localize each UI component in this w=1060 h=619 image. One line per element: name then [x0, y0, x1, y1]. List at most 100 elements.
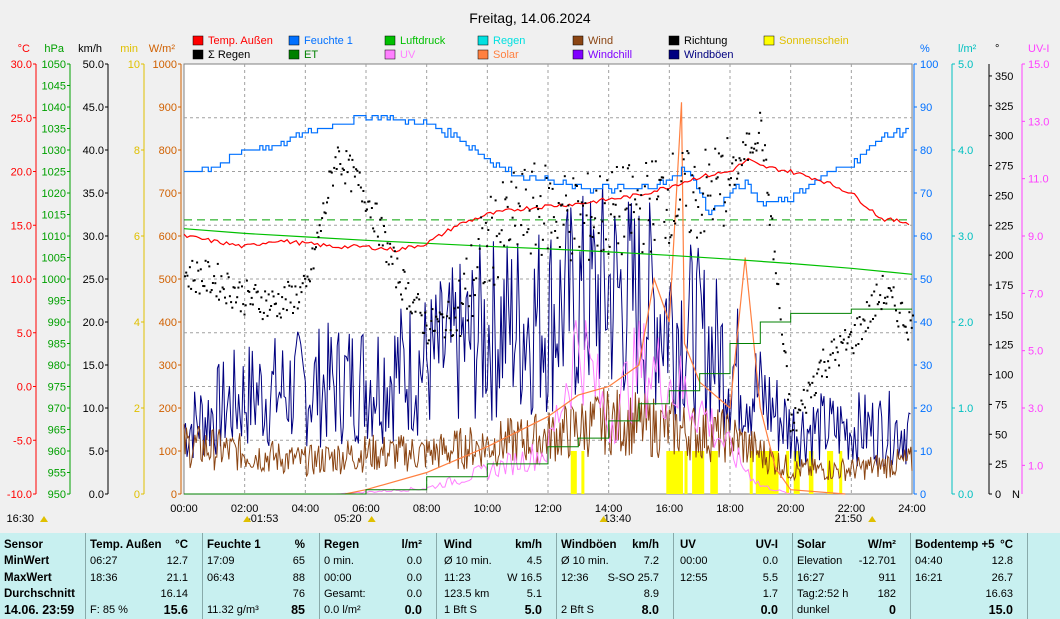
direction-dot [723, 201, 726, 204]
direction-dot [785, 365, 788, 368]
stats-current-row: dunkel 0 [793, 602, 910, 618]
stats-value-row: Ø 10 min. 4.5 [440, 553, 556, 569]
stats-value-row: 0 min. 0.0 [320, 553, 436, 569]
direction-dot [630, 231, 633, 234]
stats-time: Elevation [797, 555, 843, 567]
direction-dot [799, 409, 802, 412]
direction-dot [697, 206, 700, 208]
direction-tick-label: 125 [995, 340, 1013, 352]
direction-dot [548, 187, 550, 189]
stats-value: -12.701 [858, 555, 896, 567]
direction-dot [328, 170, 331, 173]
sun-marker-icon [243, 516, 252, 522]
stats-date: 14.06. 23:59 [4, 603, 75, 617]
direction-dot [891, 296, 894, 299]
direction-dot [734, 159, 737, 162]
direction-dot [307, 278, 310, 281]
legend-swatch [384, 49, 396, 60]
stats-current-note: 2 Bft S [561, 604, 595, 616]
direction-dot [305, 285, 308, 288]
direction-dot [515, 186, 518, 189]
stats-title: Solar [797, 539, 826, 551]
uv-tick-label: 3.0 [1028, 403, 1043, 415]
direction-dot [278, 312, 281, 315]
direction-dot [770, 215, 772, 218]
stats-header-row: Regen l/m² [320, 537, 436, 553]
direction-dot [442, 316, 445, 319]
solar-tick-label: 1000 [153, 59, 177, 71]
direction-dot [845, 348, 848, 351]
wind-tick-label: 5.0 [89, 446, 104, 458]
direction-dot [584, 202, 587, 205]
direction-dot [281, 296, 284, 299]
direction-dot [527, 228, 530, 231]
direction-dot [606, 179, 609, 182]
direction-dot [380, 216, 383, 219]
direction-dot [844, 329, 847, 332]
direction-dot [224, 296, 226, 299]
temp-tick-label: 30.0 [11, 59, 32, 71]
humidity-axis-unit: % [920, 43, 930, 55]
legend-swatch [668, 49, 680, 60]
direction-dot [279, 316, 282, 319]
direction-dot [625, 207, 628, 210]
legend-swatch [763, 35, 775, 46]
direction-dot [523, 168, 526, 171]
temp-axis-unit: °C [18, 43, 30, 55]
direction-dot [660, 176, 663, 179]
direction-dot [846, 342, 849, 345]
sunshine-bar [666, 451, 683, 494]
stats-value: 16.14 [160, 588, 188, 600]
stats-value: 21.1 [166, 572, 188, 584]
humidity-tick-label: 70 [920, 188, 932, 200]
legend-label: Richtung [684, 35, 727, 47]
direction-dot [898, 311, 901, 314]
stats-header-row: Sensor [0, 537, 85, 553]
direction-dot [247, 290, 250, 292]
direction-dot [560, 204, 563, 207]
direction-dot [285, 309, 288, 312]
direction-dot [199, 268, 202, 271]
stats-current-row: 11.32 g/m³ 85 [203, 602, 319, 618]
direction-dot [796, 411, 799, 414]
direction-dot [292, 312, 294, 314]
direction-dot [242, 303, 245, 306]
direction-dot [207, 261, 210, 264]
direction-dot [397, 281, 400, 284]
direction-dot [743, 158, 746, 161]
direction-dot [391, 262, 394, 265]
direction-dot [352, 166, 355, 169]
direction-dot [589, 234, 592, 237]
direction-dot [795, 429, 798, 432]
direction-dot [262, 311, 265, 314]
direction-dot [596, 244, 599, 247]
stats-current-row: 1 Bft S 5.0 [440, 602, 556, 618]
direction-dot [858, 316, 861, 318]
direction-dot [736, 177, 739, 180]
direction-dot [863, 319, 866, 322]
direction-dot [315, 246, 317, 249]
direction-dot [423, 332, 425, 334]
direction-tick-label: 100 [995, 370, 1013, 382]
stats-value-row: 8.9 [557, 586, 673, 602]
direction-dot [477, 238, 480, 240]
direction-dot [261, 318, 264, 321]
direction-dot [470, 244, 473, 247]
direction-dot [836, 351, 839, 354]
temp-tick-label: -10.0 [7, 489, 32, 501]
direction-tick-label: 25 [995, 459, 1007, 471]
pressure-tick-label: 1010 [42, 231, 66, 243]
direction-dot [864, 330, 867, 333]
direction-dot [582, 204, 584, 207]
direction-dot [469, 294, 472, 297]
direction-dot [666, 188, 669, 191]
pressure-tick-label: 1040 [42, 102, 66, 114]
legend-swatch [384, 35, 396, 46]
direction-dot [545, 177, 548, 179]
legend-label: Temp. Außen [208, 35, 273, 47]
stats-unit: °C [175, 539, 188, 551]
chart-axes: °C30.025.020.015.010.05.00.0-5.0-10.0hPa… [7, 43, 1050, 501]
direction-dot [810, 396, 813, 399]
direction-dot [407, 282, 410, 284]
direction-dot [510, 180, 513, 183]
